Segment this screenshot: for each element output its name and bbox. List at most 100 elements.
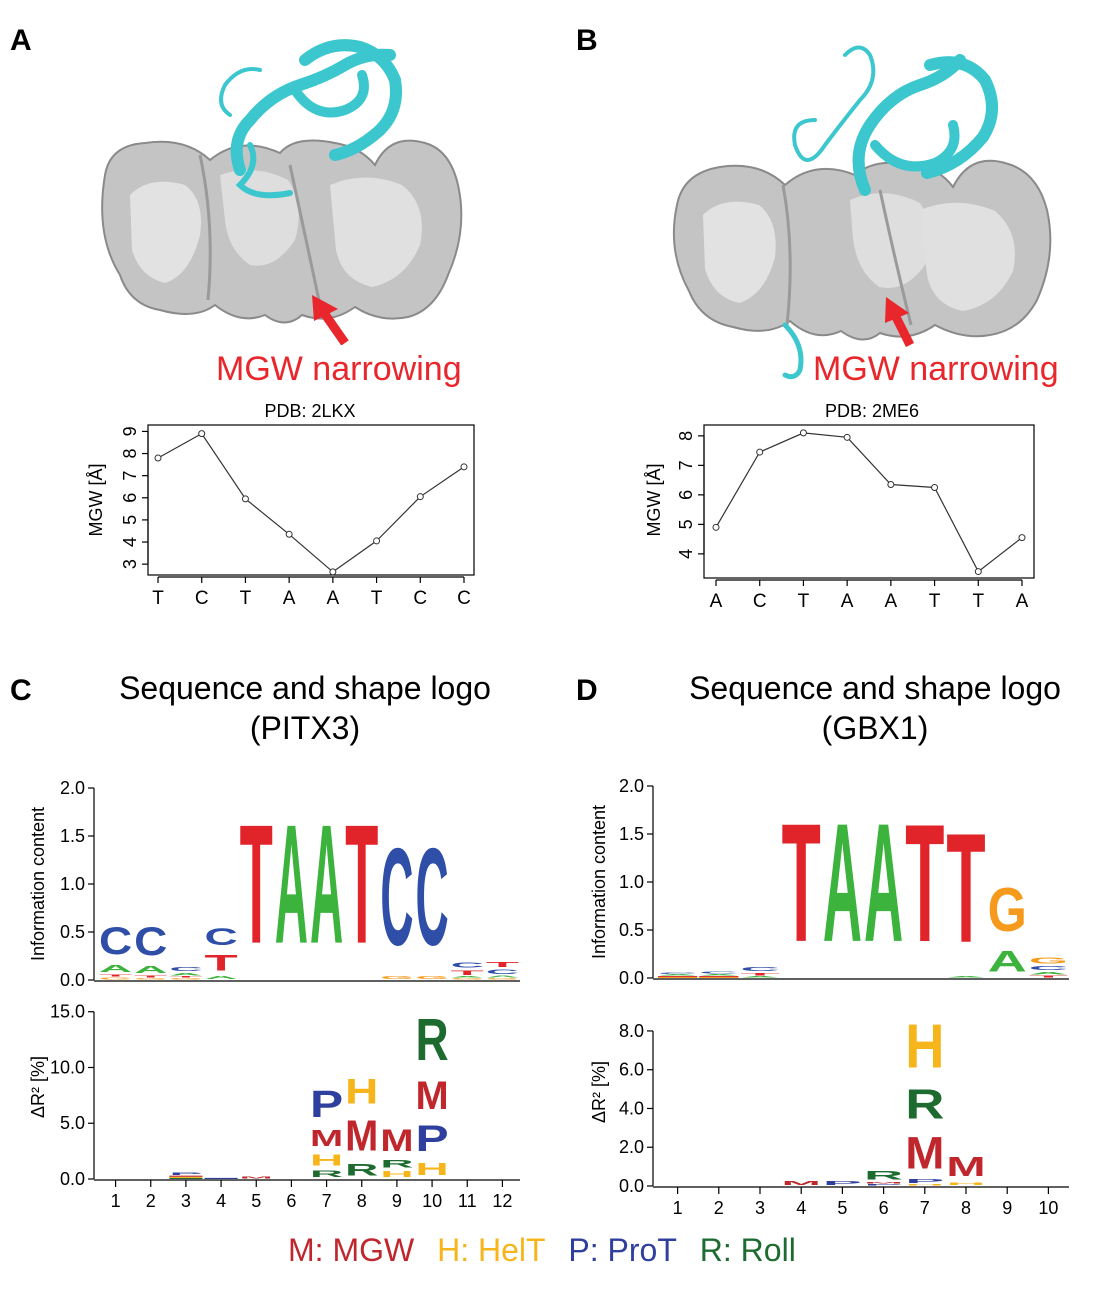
logo-letter-R xyxy=(169,1177,203,1179)
logo-letter-R: R xyxy=(310,1169,343,1179)
mgw-chart-2me6: PDB: 2ME6 MGW [Å] 4 5 6 7 8 A C T A A T T A xyxy=(644,401,1035,612)
y-tick-label: 0.0 xyxy=(60,1169,85,1189)
x-tick-label: 1 xyxy=(673,1198,683,1218)
logo-letter-H: H xyxy=(905,1184,944,1186)
logo-letter-A: A xyxy=(988,945,1027,979)
data-point xyxy=(285,530,293,538)
data-point xyxy=(756,448,764,456)
y-tick-label: 4 xyxy=(676,549,696,559)
logo-letter-A: A xyxy=(946,976,985,978)
logo-letter-A: A xyxy=(864,787,903,977)
logo-letter-C: C xyxy=(134,919,167,964)
y-tick-label: 5 xyxy=(120,515,140,525)
logo-letter-R: R xyxy=(905,1082,944,1128)
logo-letter-T: T xyxy=(946,802,985,976)
y-tick-label: 5.0 xyxy=(60,1113,85,1133)
logo-letter-A: A xyxy=(1029,971,1068,975)
logo-letter-P: P xyxy=(864,1184,903,1186)
logo-letter-C: C xyxy=(486,968,519,975)
logo-letter-M: M xyxy=(864,1182,903,1184)
legend-mgw: M: MGW xyxy=(288,1232,415,1268)
logo-letter-R: R xyxy=(345,1161,378,1180)
x-tick-label: 1 xyxy=(111,1191,121,1210)
logo-letter-R: R xyxy=(416,1007,449,1073)
series-line xyxy=(154,430,468,576)
y-axis-label: MGW [Å] xyxy=(644,464,664,537)
x-tick-label: 8 xyxy=(961,1198,971,1218)
x-tick-label: 12 xyxy=(492,1191,512,1210)
logo-letter-H: H xyxy=(380,1170,413,1179)
structure-image-2me6 xyxy=(672,45,1052,380)
logo-letter-P: P xyxy=(310,1084,343,1126)
x-tick-label: 3 xyxy=(755,1198,765,1218)
x-tick-label: 5 xyxy=(837,1198,847,1218)
logo-letter-G: G xyxy=(99,977,132,980)
y-tick-label: 6 xyxy=(120,493,140,503)
logo-letter-G: G xyxy=(169,978,202,980)
logo-letter-T: T xyxy=(240,789,273,979)
logo-letter-T: T xyxy=(782,789,821,978)
logo-letter-A: A xyxy=(99,963,132,974)
logo-letter-T: T xyxy=(169,976,203,978)
y-tick-label: 15.0 xyxy=(50,1002,85,1022)
logo-letter-G: G xyxy=(134,978,167,980)
legend-helt: H: HelT xyxy=(437,1232,546,1268)
y-axis-label: ΔR² [%] xyxy=(28,1056,48,1118)
logo-letter-A: A xyxy=(823,787,862,977)
logo-letter-A: A xyxy=(134,964,167,975)
y-tick-label: 0.0 xyxy=(619,968,644,988)
logo-letter-G: G xyxy=(451,978,484,980)
logo-letter-G xyxy=(658,977,698,978)
logo-letter-R: R xyxy=(864,1169,903,1183)
logo-title-line1: Sequence and shape logo xyxy=(119,670,491,706)
data-point xyxy=(887,481,895,489)
x-tick-label: T xyxy=(972,591,984,612)
logo-letter-P: P xyxy=(823,1180,862,1186)
logo-letter-T: T xyxy=(451,970,485,977)
mgw-narrowing-label-b: MGW narrowing xyxy=(813,350,1059,388)
y-tick-label: 4.0 xyxy=(619,1098,644,1118)
mgw-chart-2lkx: PDB: 2LKX MGW [Å] 3 4 5 6 7 8 9 T C T A A T C C xyxy=(86,401,475,609)
y-tick-label: 7 xyxy=(676,460,696,470)
y-axis-label: Information content xyxy=(28,807,48,961)
data-point xyxy=(1018,534,1026,542)
logo-letter-H: H xyxy=(345,1072,378,1111)
logo-letter-A: A xyxy=(169,972,202,976)
x-tick-label: T xyxy=(240,588,252,609)
x-tick-label: T xyxy=(798,591,810,612)
y-tick-label: 0.5 xyxy=(619,920,644,940)
logo-letter-G: G xyxy=(988,875,1027,944)
mgw-line xyxy=(715,432,1023,573)
logo-letter-C: C xyxy=(205,923,238,950)
y-tick-label: 8 xyxy=(676,431,696,441)
y-tick-label: 2.0 xyxy=(619,776,644,796)
x-tick-label: 7 xyxy=(322,1191,332,1210)
panel-label-c: C xyxy=(10,674,32,707)
red-arrow-icon xyxy=(312,295,349,345)
panel-label-b: B xyxy=(576,24,598,57)
data-point xyxy=(931,483,939,491)
logo-letter-G: G xyxy=(1029,956,1068,966)
logo-title-gbx1: Sequence and shape logo (GBX1) xyxy=(660,668,1090,748)
x-tick-label: A xyxy=(1016,591,1029,612)
x-tick-label: 10 xyxy=(1038,1198,1058,1218)
x-tick-label: C xyxy=(195,588,209,609)
data-point xyxy=(198,430,206,438)
x-tick-label: C xyxy=(457,588,471,609)
y-tick-label: 1.0 xyxy=(60,874,85,894)
y-tick-label: 0.5 xyxy=(60,922,85,942)
y-axis-label: ΔR² [%] xyxy=(589,1061,609,1123)
y-tick-label: 7 xyxy=(120,471,140,481)
logo-letter-M: M xyxy=(345,1111,378,1160)
logo-letter-P: P xyxy=(169,1171,202,1175)
mgw-line xyxy=(157,432,465,573)
x-tick-label: C xyxy=(413,588,427,609)
x-tick-label: 11 xyxy=(458,1191,477,1210)
logo-letter-P: P xyxy=(905,1178,944,1184)
logo-letter-A: A xyxy=(740,976,779,978)
logo-title-line1: Sequence and shape logo xyxy=(689,670,1061,706)
